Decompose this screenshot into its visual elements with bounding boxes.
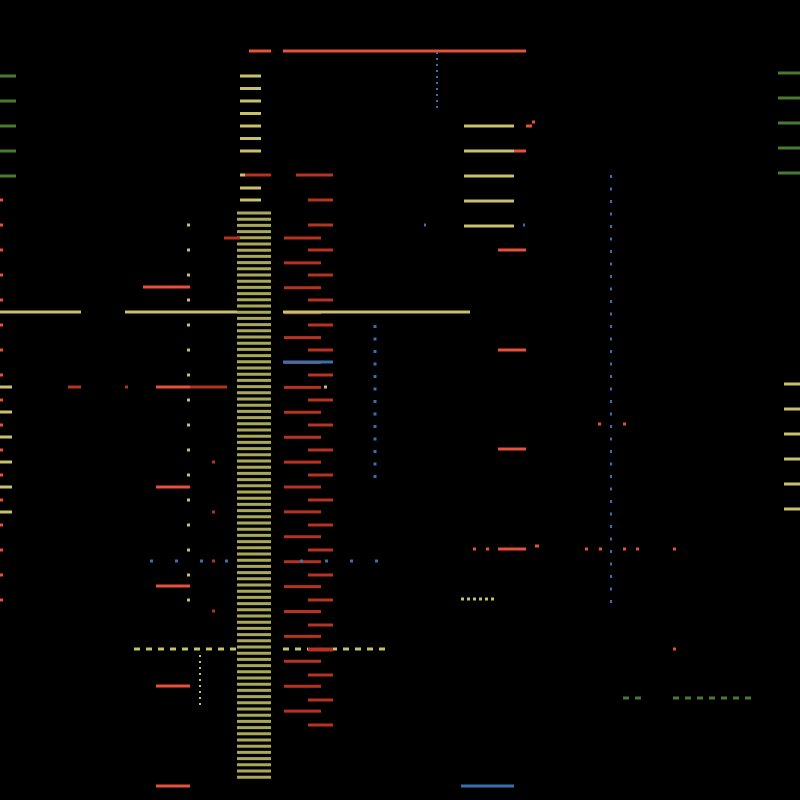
background <box>0 0 800 800</box>
pattern-canvas <box>0 0 800 800</box>
